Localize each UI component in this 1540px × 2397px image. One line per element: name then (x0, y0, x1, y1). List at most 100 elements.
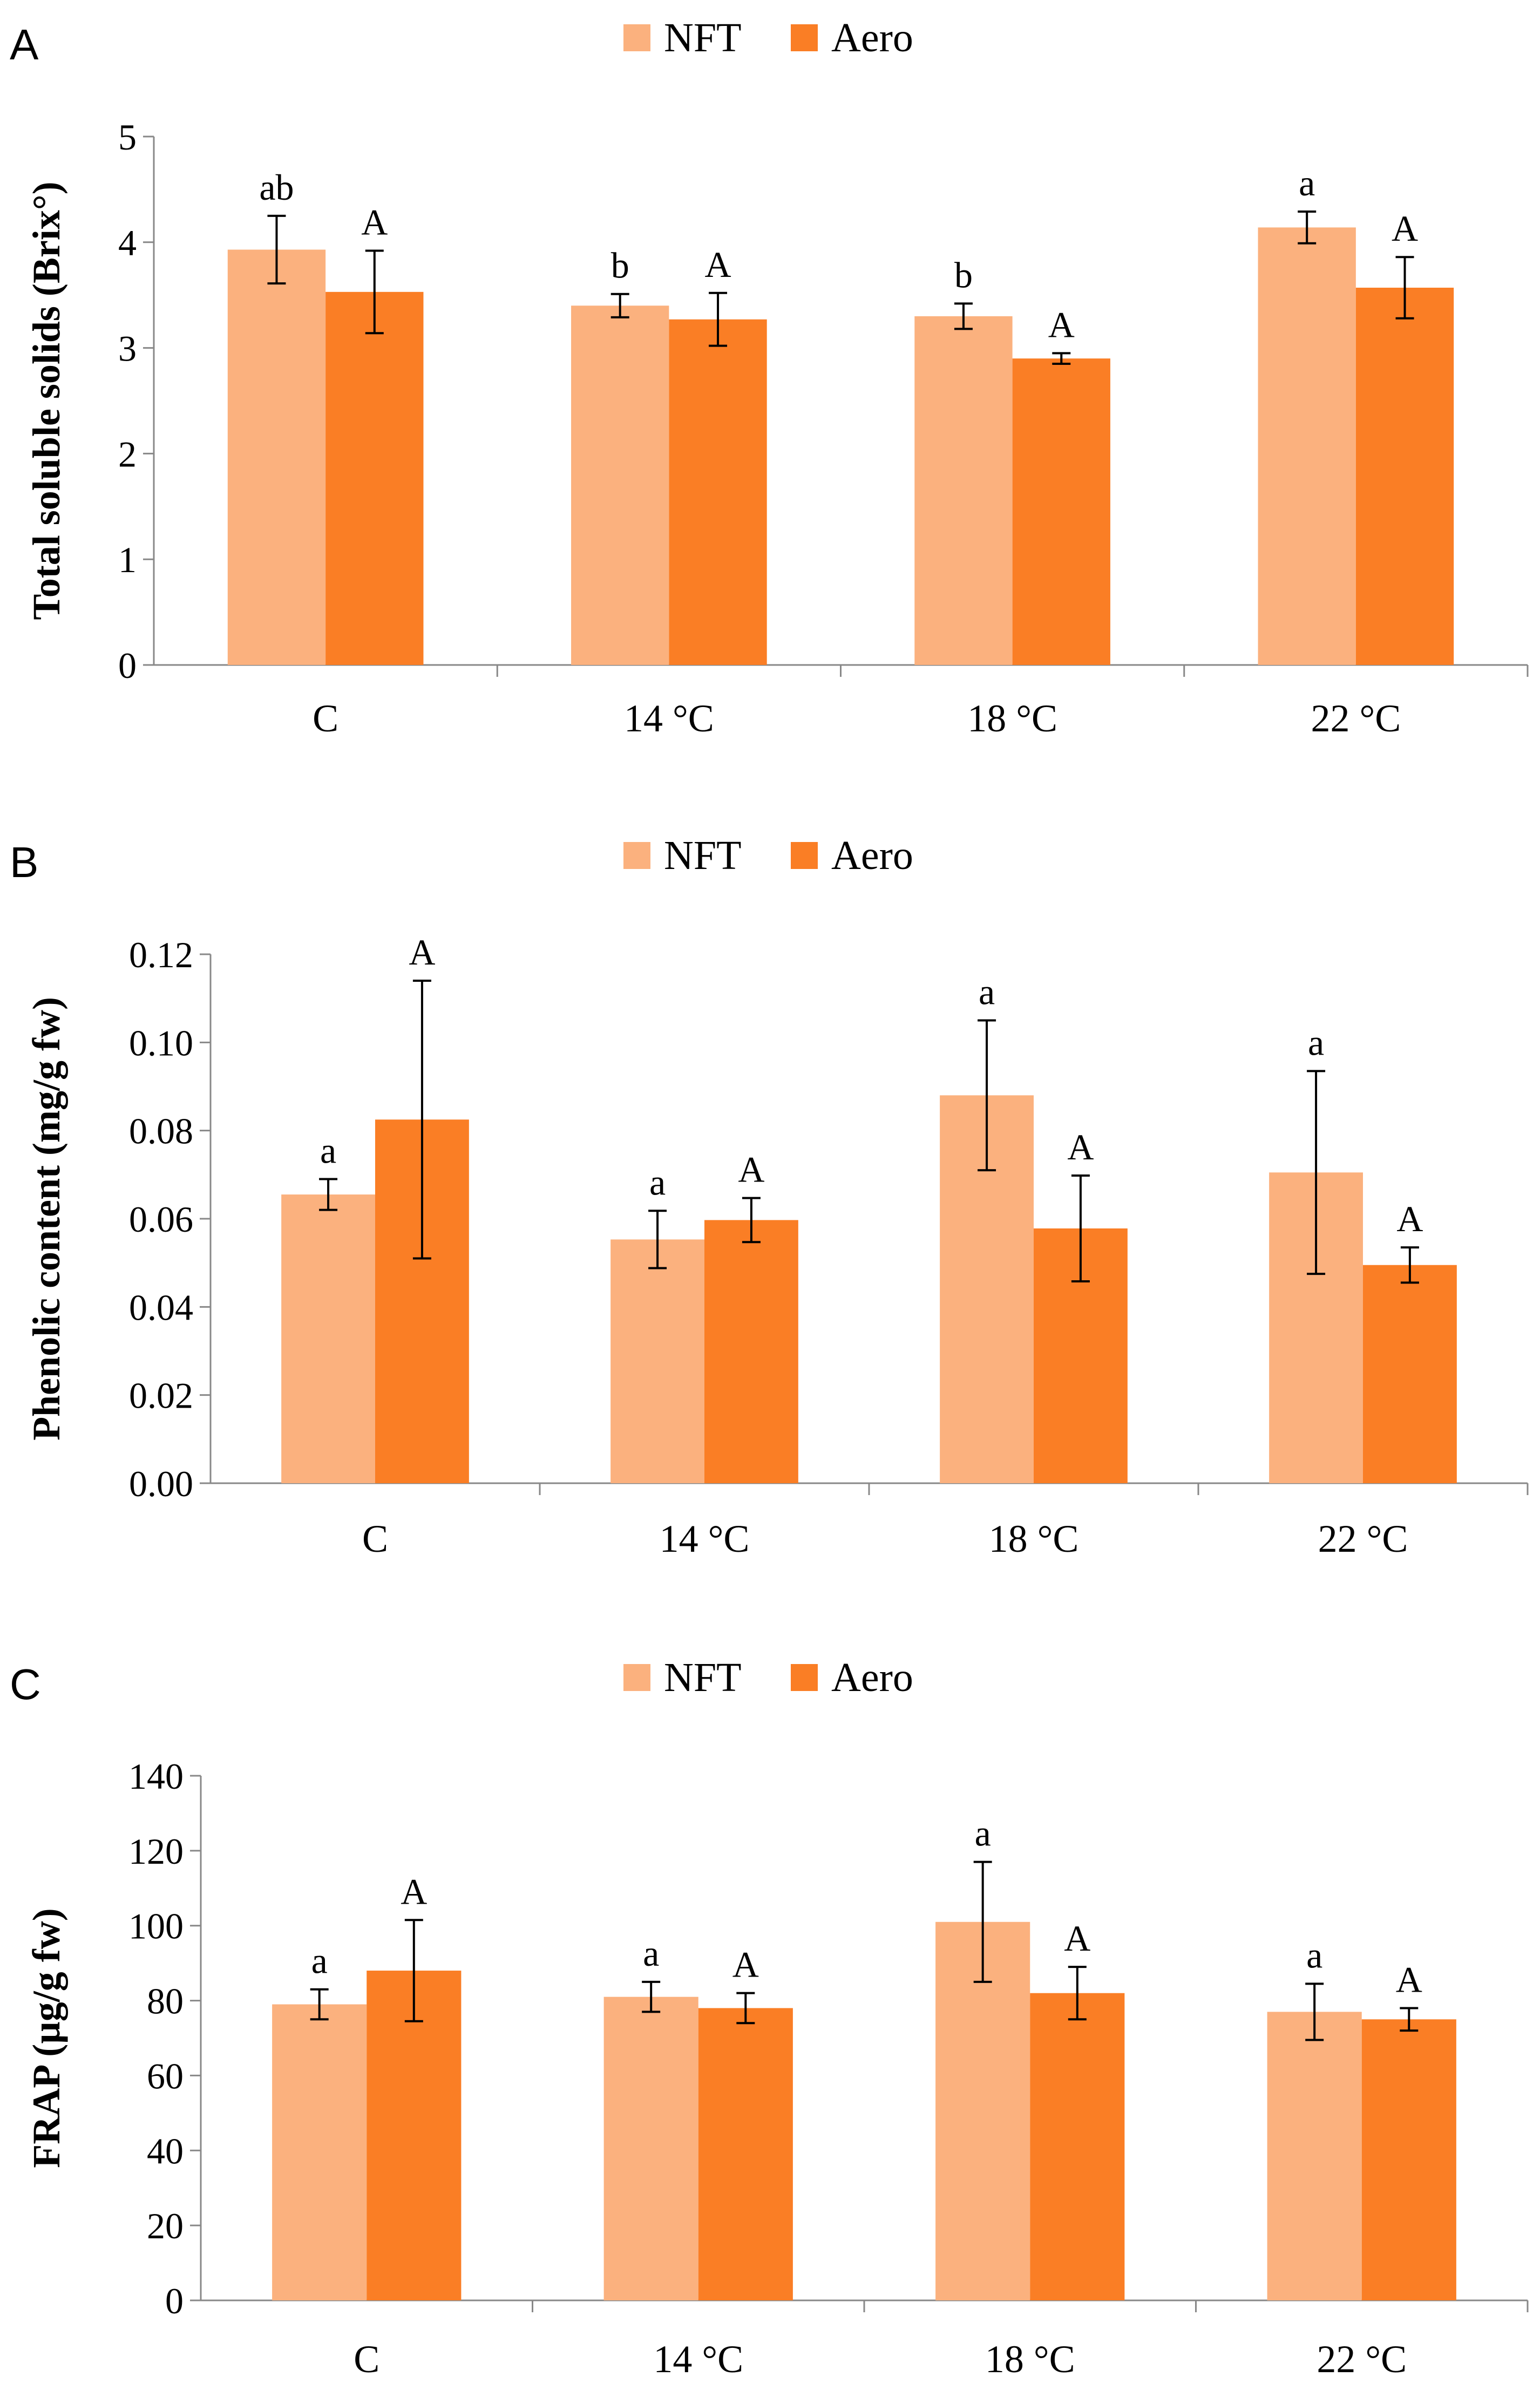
legend-swatch-nft (623, 1664, 650, 1691)
bar-aero (1361, 2019, 1456, 2300)
significance-label: A (1067, 1126, 1094, 1167)
significance-label: a (311, 1940, 328, 1981)
x-category-label: 18 °C (985, 2338, 1075, 2381)
bar-nft (1258, 227, 1356, 665)
legend-label-aero: Aero (831, 15, 913, 60)
legend-label-nft: NFT (664, 833, 742, 878)
significance-label: a (649, 1162, 666, 1203)
significance-label: b (954, 254, 973, 295)
bar-aero (325, 291, 424, 665)
panel-letter: C (10, 1660, 41, 1708)
significance-label: A (1392, 208, 1418, 249)
x-category-label: 14 °C (624, 697, 714, 740)
y-tick-label: 0.12 (129, 934, 193, 975)
y-axis-label: Total soluble solids (Brix°) (25, 181, 68, 620)
significance-label: A (732, 1944, 759, 1985)
significance-label: A (1064, 1918, 1090, 1959)
legend-label-nft: NFT (664, 15, 742, 60)
legend-item-nft: NFT (623, 833, 742, 878)
x-category-label: C (354, 2338, 379, 2381)
y-tick-label: 4 (118, 222, 137, 263)
legend-label-nft: NFT (664, 1655, 742, 1700)
y-tick-label: 0.02 (129, 1375, 193, 1416)
significance-label: a (643, 1933, 659, 1974)
bar-aero (1030, 1993, 1125, 2300)
y-tick-label: 120 (128, 1831, 184, 1872)
bar-aero (704, 1220, 798, 1483)
significance-label: A (1048, 304, 1075, 345)
significance-label: a (1299, 162, 1315, 203)
y-axis-label: Phenolic content (mg/g fw) (25, 997, 68, 1441)
y-tick-label: 100 (128, 1906, 184, 1947)
y-tick-label: 0.08 (129, 1111, 193, 1152)
x-category-label: 18 °C (989, 1517, 1079, 1560)
significance-label: a (979, 972, 995, 1013)
x-category-label: C (362, 1517, 388, 1560)
x-category-label: 22 °C (1311, 697, 1401, 740)
y-tick-label: 5 (118, 117, 137, 158)
bar-nft (227, 249, 326, 666)
significance-label: A (361, 201, 388, 242)
y-tick-label: 80 (147, 1981, 184, 2022)
bar-aero (1012, 358, 1110, 665)
bar-aero (367, 1971, 462, 2300)
legend-label-aero: Aero (831, 833, 913, 878)
x-category-label: 22 °C (1318, 1517, 1408, 1560)
x-category-label: 14 °C (653, 2338, 743, 2381)
legend-swatch-aero (791, 24, 818, 51)
legend-label-aero: Aero (831, 1655, 913, 1700)
y-tick-label: 0 (165, 2280, 184, 2321)
significance-label: A (401, 1871, 427, 1912)
legend-swatch-aero (791, 1664, 818, 1691)
y-axis-label: FRAP (µg/g fw) (25, 1908, 68, 2168)
significance-label: a (1306, 1934, 1322, 1975)
legend-swatch-nft (623, 24, 650, 51)
bar-nft (1267, 2012, 1362, 2300)
y-tick-label: 0.00 (129, 1463, 193, 1504)
legend: NFT Aero (623, 15, 913, 60)
chart-panel-c: C NFT Aero FRAP (µg/g fw) 0 20 40 60 80 100 120 140… (10, 1655, 1529, 2381)
panel-letter: B (10, 838, 38, 886)
bar-aero (1355, 287, 1454, 665)
y-tick-label: 2 (118, 433, 137, 474)
y-tick-label: 3 (118, 328, 137, 369)
bar-aero (698, 2008, 793, 2300)
significance-label: A (738, 1149, 764, 1190)
significance-label: a (320, 1130, 336, 1171)
y-tick-label: 0.06 (129, 1199, 193, 1240)
bar-aero (1363, 1265, 1457, 1483)
x-category-label: 22 °C (1317, 2338, 1407, 2381)
significance-label: A (704, 244, 731, 285)
legend: NFT Aero (623, 1655, 913, 1700)
y-tick-label: 0 (118, 645, 137, 686)
significance-label: A (1396, 1959, 1422, 2000)
bar-nft (603, 1997, 698, 2300)
x-category-label: 14 °C (660, 1517, 750, 1560)
y-tick-label: 60 (147, 2055, 184, 2096)
panel-letter: A (10, 21, 39, 69)
y-tick-label: 20 (147, 2205, 184, 2246)
legend-item-aero: Aero (791, 15, 913, 60)
legend: NFT Aero (623, 833, 913, 878)
bar-nft (914, 316, 1013, 665)
chart-panel-b: B NFT Aero Phenolic content (mg/g fw) 0.00 0.… (10, 833, 1529, 1560)
legend-item-aero: Aero (791, 1655, 913, 1700)
significance-label: A (1396, 1198, 1423, 1239)
significance-label: ab (259, 167, 294, 208)
significance-label: a (1308, 1022, 1324, 1063)
y-tick-label: 1 (118, 539, 137, 580)
x-category-label: 18 °C (967, 697, 1057, 740)
chart-panel-a: A NFT Aero Total soluble solids (Brix°) 0 1 2 3… (10, 15, 1529, 740)
bar-nft (281, 1194, 375, 1483)
bar-nft (272, 2004, 367, 2300)
legend-swatch-aero (791, 842, 818, 869)
legend-item-nft: NFT (623, 15, 742, 60)
significance-label: a (975, 1813, 991, 1854)
y-tick-label: 0.04 (129, 1287, 193, 1328)
legend-item-nft: NFT (623, 1655, 742, 1700)
significance-label: A (409, 932, 435, 973)
y-tick-label: 0.10 (129, 1022, 193, 1063)
legend-item-aero: Aero (791, 833, 913, 878)
bar-nft (610, 1239, 704, 1483)
